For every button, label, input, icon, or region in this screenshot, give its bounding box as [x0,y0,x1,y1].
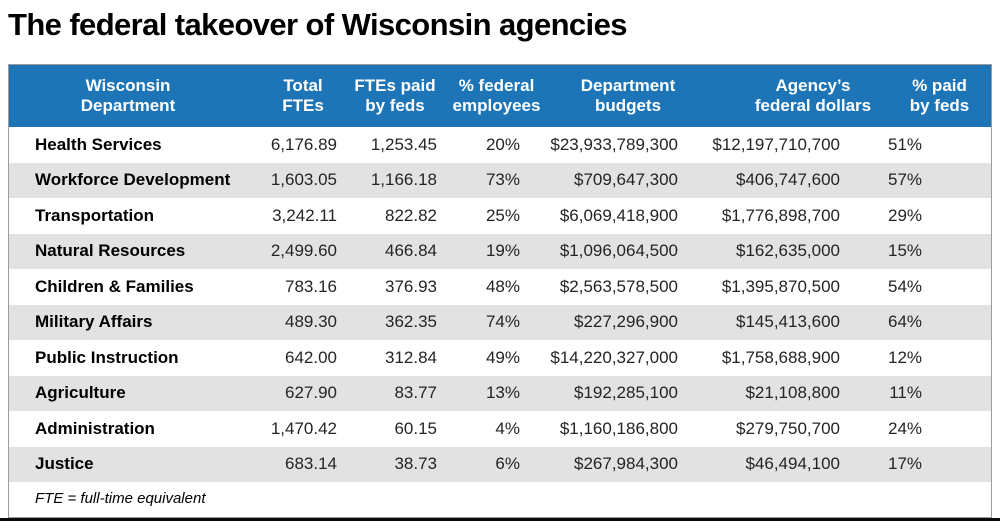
cell-ftes_paid_by_feds: 466.84 [385,241,437,261]
cell-department_budgets: $192,285,100 [574,383,678,403]
column-header-department_budgets: Department budgets [548,65,708,127]
table-row: Children & Families 783.16 376.93 48% $2,563… [9,269,991,305]
cell-total_ftes: 1,603.05 [270,170,337,190]
column-header-total_ftes: Total FTEs [247,65,345,127]
cell-ftes_paid_by_feds: 1,166.18 [370,170,437,190]
cell-pct_paid_by_feds: 57% [888,170,923,190]
cell-total_ftes: 489.30 [285,312,337,332]
department-name-cell: Public Instruction [35,347,179,367]
cell-department_budgets: $1,160,186,800 [559,418,678,438]
cell-agencys_federal_dollars: $1,758,688,900 [721,347,840,367]
table-row: Justice 683.14 38.73 6% $267,984,300 $46,494,… [9,446,991,482]
table-row: Administration 1,470.42 60.15 4% $1,160,186,… [9,411,991,447]
department-name-cell: Justice [35,454,94,474]
cell-pct_federal_employees: 19% [485,241,520,261]
cell-total_ftes: 783.16 [285,276,337,296]
table-row: Workforce Development 1,603.05 1,166.18 73%… [9,162,991,198]
department-name-cell: Children & Families [35,276,194,296]
department-name-cell: Health Services [35,134,162,154]
cell-ftes_paid_by_feds: 83.77 [394,383,437,403]
cell-department_budgets: $709,647,300 [574,170,678,190]
cell-total_ftes: 683.14 [285,454,337,474]
column-header-pct_paid_by_feds: % paid by feds [888,65,991,127]
cell-pct_paid_by_feds: 64% [888,312,923,332]
department-name-cell: Administration [35,418,155,438]
cell-agencys_federal_dollars: $162,635,000 [736,241,840,261]
cell-ftes_paid_by_feds: 60.15 [394,418,437,438]
cell-agencys_federal_dollars: $21,108,800 [745,383,840,403]
cell-ftes_paid_by_feds: 822.82 [385,205,437,225]
cell-pct_federal_employees: 73% [485,170,520,190]
cell-total_ftes: 6,176.89 [270,134,337,154]
cell-ftes_paid_by_feds: 362.35 [385,312,437,332]
cell-pct_federal_employees: 4% [495,418,520,438]
cell-department_budgets: $267,984,300 [574,454,678,474]
department-name-cell: Agriculture [35,383,126,403]
cell-pct_federal_employees: 25% [485,205,520,225]
cell-agencys_federal_dollars: $12,197,710,700 [712,134,840,154]
cell-pct_federal_employees: 13% [485,383,520,403]
cell-pct_paid_by_feds: 54% [888,276,923,296]
column-header-ftes_paid_by_feds: FTEs paid by feds [345,65,445,127]
bottom-rule [0,518,1000,521]
cell-total_ftes: 627.90 [285,383,337,403]
cell-department_budgets: $6,069,418,900 [559,205,678,225]
agencies-table: Wisconsin Department Total FTEs FTEs paid by … [9,65,991,482]
cell-pct_paid_by_feds: 29% [888,205,923,225]
cell-department_budgets: $2,563,578,500 [559,276,678,296]
cell-pct_paid_by_feds: 12% [888,347,923,367]
cell-department_budgets: $227,296,900 [574,312,678,332]
page-title: The federal takeover of Wisconsin agenci… [8,7,627,42]
cell-agencys_federal_dollars: $406,747,600 [736,170,840,190]
table-header: Wisconsin Department Total FTEs FTEs paid by … [9,65,991,127]
department-name-cell: Transportation [35,205,155,225]
cell-ftes_paid_by_feds: 376.93 [385,276,437,296]
table-row: Natural Resources 2,499.60 466.84 19% $1,096… [9,233,991,269]
cell-agencys_federal_dollars: $145,413,600 [736,312,840,332]
column-header-pct_federal_employees: % federal employees [445,65,548,127]
cell-pct_paid_by_feds: 17% [888,454,923,474]
cell-pct_federal_employees: 49% [485,347,520,367]
cell-pct_paid_by_feds: 15% [888,241,923,261]
cell-pct_federal_employees: 20% [485,134,520,154]
cell-agencys_federal_dollars: $1,776,898,700 [721,205,840,225]
table-row: Transportation 3,242.11 822.82 25% $6,069,41… [9,198,991,234]
cell-pct_paid_by_feds: 11% [889,383,922,403]
table-row: Public Instruction 642.00 312.84 49% $14,220… [9,340,991,376]
table-body: Health Services 6,176.89 1,253.45 20% $23,93… [9,127,991,482]
cell-agencys_federal_dollars: $46,494,100 [745,454,840,474]
department-name-cell: Workforce Development [35,170,231,190]
cell-pct_paid_by_feds: 51% [888,134,923,154]
column-header-department: Wisconsin Department [9,65,247,127]
header-row: Wisconsin Department Total FTEs FTEs paid by … [9,65,991,127]
cell-pct_federal_employees: 74% [485,312,520,332]
cell-department_budgets: $1,096,064,500 [559,241,678,261]
table-row: Military Affairs 489.30 362.35 74% $227,296,… [9,304,991,340]
department-name-cell: Military Affairs [35,312,153,332]
table-row: Health Services 6,176.89 1,253.45 20% $23,93… [9,127,991,163]
cell-total_ftes: 2,499.60 [270,241,337,261]
cell-pct_federal_employees: 48% [485,276,520,296]
column-header-agencys_federal_dollars: Agency’s federal dollars [708,65,888,127]
cell-agencys_federal_dollars: $1,395,870,500 [721,276,840,296]
cell-pct_paid_by_feds: 24% [888,418,923,438]
agencies-table-frame: Wisconsin Department Total FTEs FTEs paid by … [8,64,992,518]
cell-pct_federal_employees: 6% [495,454,520,474]
cell-department_budgets: $14,220,327,000 [550,347,678,367]
cell-agencys_federal_dollars: $279,750,700 [736,418,840,438]
cell-ftes_paid_by_feds: 312.84 [385,347,437,367]
cell-department_budgets: $23,933,789,300 [550,134,678,154]
cell-total_ftes: 642.00 [285,347,337,367]
cell-total_ftes: 1,470.42 [270,418,337,438]
table-row: Agriculture 627.90 83.77 13% $192,285,100 $21… [9,375,991,411]
cell-ftes_paid_by_feds: 1,253.45 [370,134,437,154]
department-name-cell: Natural Resources [35,241,186,261]
cell-total_ftes: 3,242.11 [272,205,337,225]
cell-ftes_paid_by_feds: 38.73 [394,454,437,474]
footnote: FTE = full-time equivalent [9,482,991,517]
